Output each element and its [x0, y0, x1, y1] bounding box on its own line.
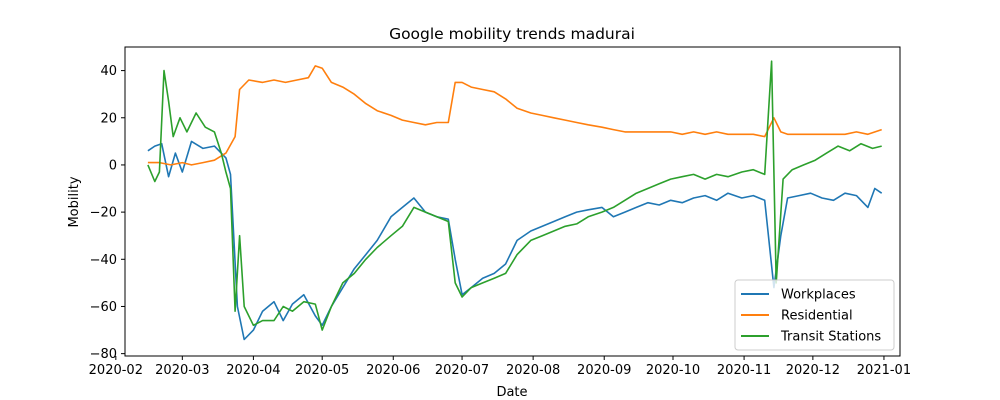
y-tick-label: −40 [90, 253, 117, 268]
y-tick-label: −20 [90, 206, 117, 221]
plot-area [124, 46, 901, 357]
y-axis: 40 20 0 −20 −40 −60 −80 [90, 64, 125, 362]
legend-label: Workplaces [781, 288, 856, 303]
legend-label: Residential [781, 309, 853, 324]
x-axis-label: Date [496, 385, 527, 400]
x-tick-label: 2020-07 [435, 363, 489, 378]
legend-box [734, 279, 895, 351]
series-line-residential [147, 65, 882, 166]
x-tick-label: 2020-04 [226, 363, 280, 378]
series-line-transit-stations [147, 60, 882, 331]
x-tick-label: 2020-02 [89, 363, 143, 378]
series-layer [147, 60, 883, 341]
y-tick-label: 20 [100, 111, 117, 126]
legend-label: Transit Stations [780, 330, 881, 345]
y-axis-label: Mobility [67, 176, 82, 227]
chart-title: Google mobility trends madurai [389, 25, 635, 43]
y-tick-label: 0 [109, 158, 117, 173]
x-tick-label: 2020-11 [717, 363, 771, 378]
legend: Workplaces Residential Transit Stations [734, 279, 895, 351]
y-tick-label: −60 [90, 300, 117, 315]
x-tick-label: 2020-09 [577, 363, 631, 378]
x-tick-label: 2020-03 [155, 363, 209, 378]
series-line-workplaces [147, 140, 883, 341]
x-tick-label: 2020-06 [366, 363, 420, 378]
y-tick-label: 40 [100, 64, 117, 79]
x-tick-label: 2021-01 [857, 363, 911, 378]
y-tick-label: −80 [90, 347, 117, 362]
x-tick-label: 2020-08 [506, 363, 560, 378]
plot-frame [124, 46, 901, 357]
x-tick-label: 2020-12 [786, 363, 840, 378]
x-tick-label: 2020-10 [646, 363, 700, 378]
x-tick-label: 2020-05 [295, 363, 349, 378]
x-axis: 2020-02 2020-03 2020-04 2020-05 2020-06 2020-… [89, 356, 911, 378]
